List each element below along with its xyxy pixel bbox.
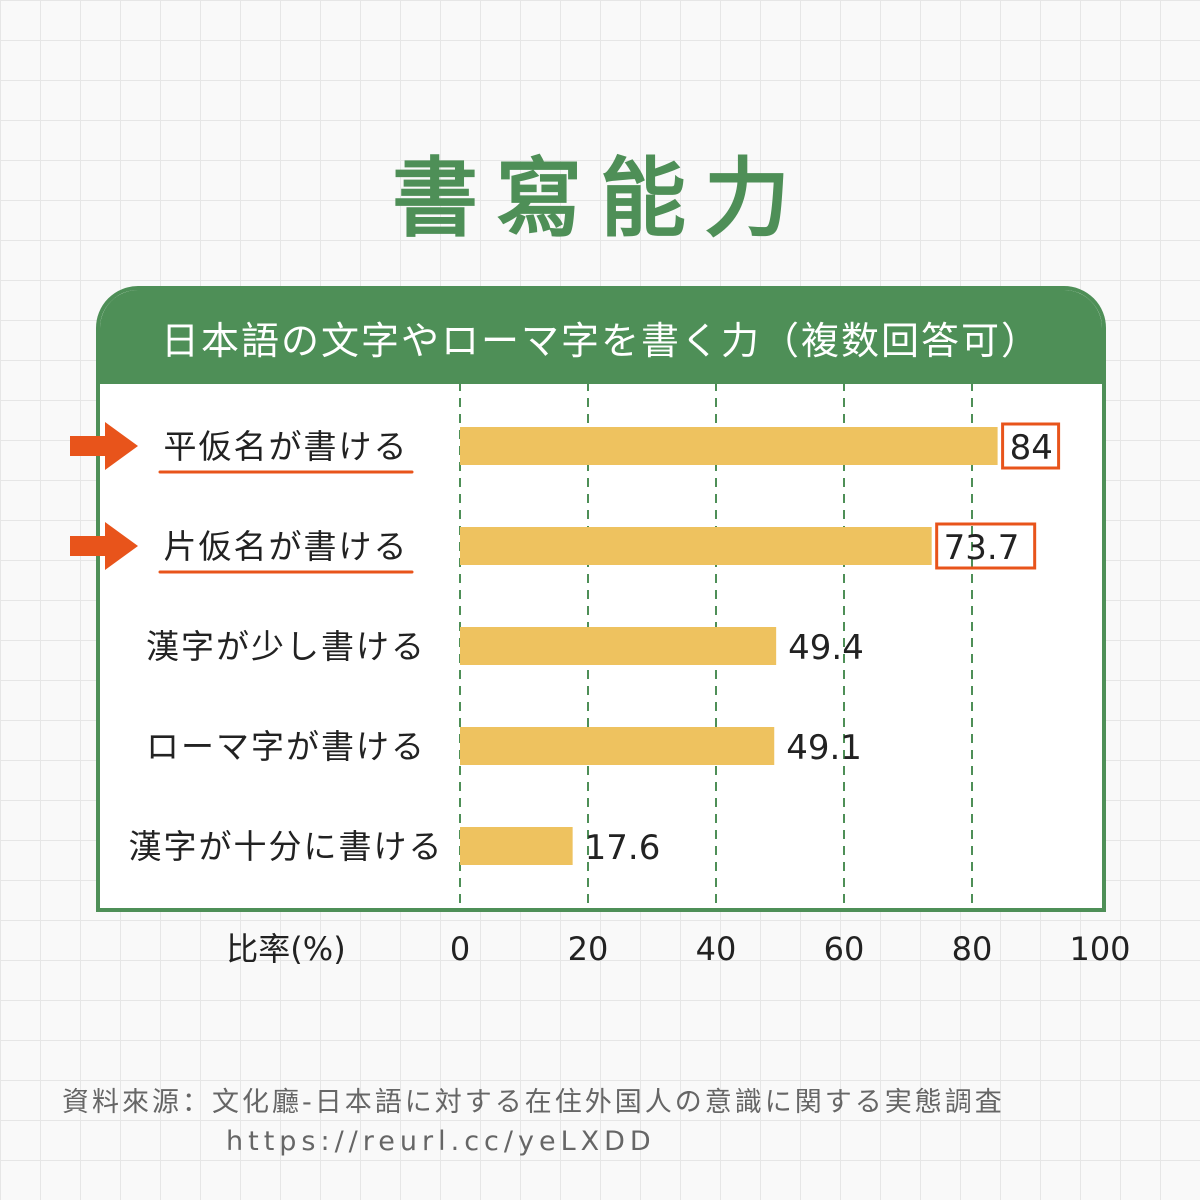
x-axis-label: 比率(%) bbox=[226, 930, 345, 968]
arrow-icon bbox=[70, 522, 138, 570]
category-label: 漢字が少し書ける bbox=[146, 627, 426, 666]
arrow-icon bbox=[70, 422, 138, 470]
page-title: 書寫能力 bbox=[392, 149, 808, 249]
bar bbox=[460, 727, 775, 765]
bar bbox=[460, 827, 573, 865]
value-highlight-box bbox=[935, 522, 1037, 570]
chart-panel: 日本語の文字やローマ字を書く力（複数回答可） bbox=[96, 286, 1106, 912]
value-label: 49.4 bbox=[788, 628, 864, 668]
category-label: ローマ字が書ける bbox=[146, 727, 426, 766]
x-tick-label: 0 bbox=[450, 930, 470, 968]
chart-panel-title: 日本語の文字やローマ字を書く力（複数回答可） bbox=[100, 290, 1102, 384]
bar bbox=[460, 627, 777, 665]
value-label: 49.1 bbox=[786, 728, 862, 768]
value-label: 73.7 bbox=[944, 528, 1020, 568]
category-label: 片仮名が書ける bbox=[164, 527, 409, 566]
category-label: 漢字が十分に書ける bbox=[129, 827, 444, 866]
bar-chart: 0 20 40 60 80 100 比率(%) 平仮名が書ける 84 片仮名が書ける 73.7 漢字が… bbox=[70, 382, 1131, 968]
x-tick-label: 40 bbox=[696, 930, 737, 968]
source-text: 資料來源：文化廳-日本語に対する在住外国人の意識に関する実態調査 bbox=[62, 1087, 1005, 1118]
value-highlight-box bbox=[1001, 422, 1061, 470]
value-label: 17.6 bbox=[585, 828, 661, 868]
source-link[interactable]: https://reurl.cc/yeLXDD bbox=[226, 1126, 656, 1157]
x-tick-label: 80 bbox=[952, 930, 993, 968]
bar bbox=[460, 527, 932, 565]
value-label: 84 bbox=[1010, 428, 1053, 468]
bar bbox=[460, 427, 998, 465]
x-tick-label: 20 bbox=[568, 930, 609, 968]
category-label: 平仮名が書ける bbox=[164, 427, 409, 466]
x-tick-label: 100 bbox=[1069, 930, 1130, 968]
x-tick-label: 60 bbox=[824, 930, 865, 968]
